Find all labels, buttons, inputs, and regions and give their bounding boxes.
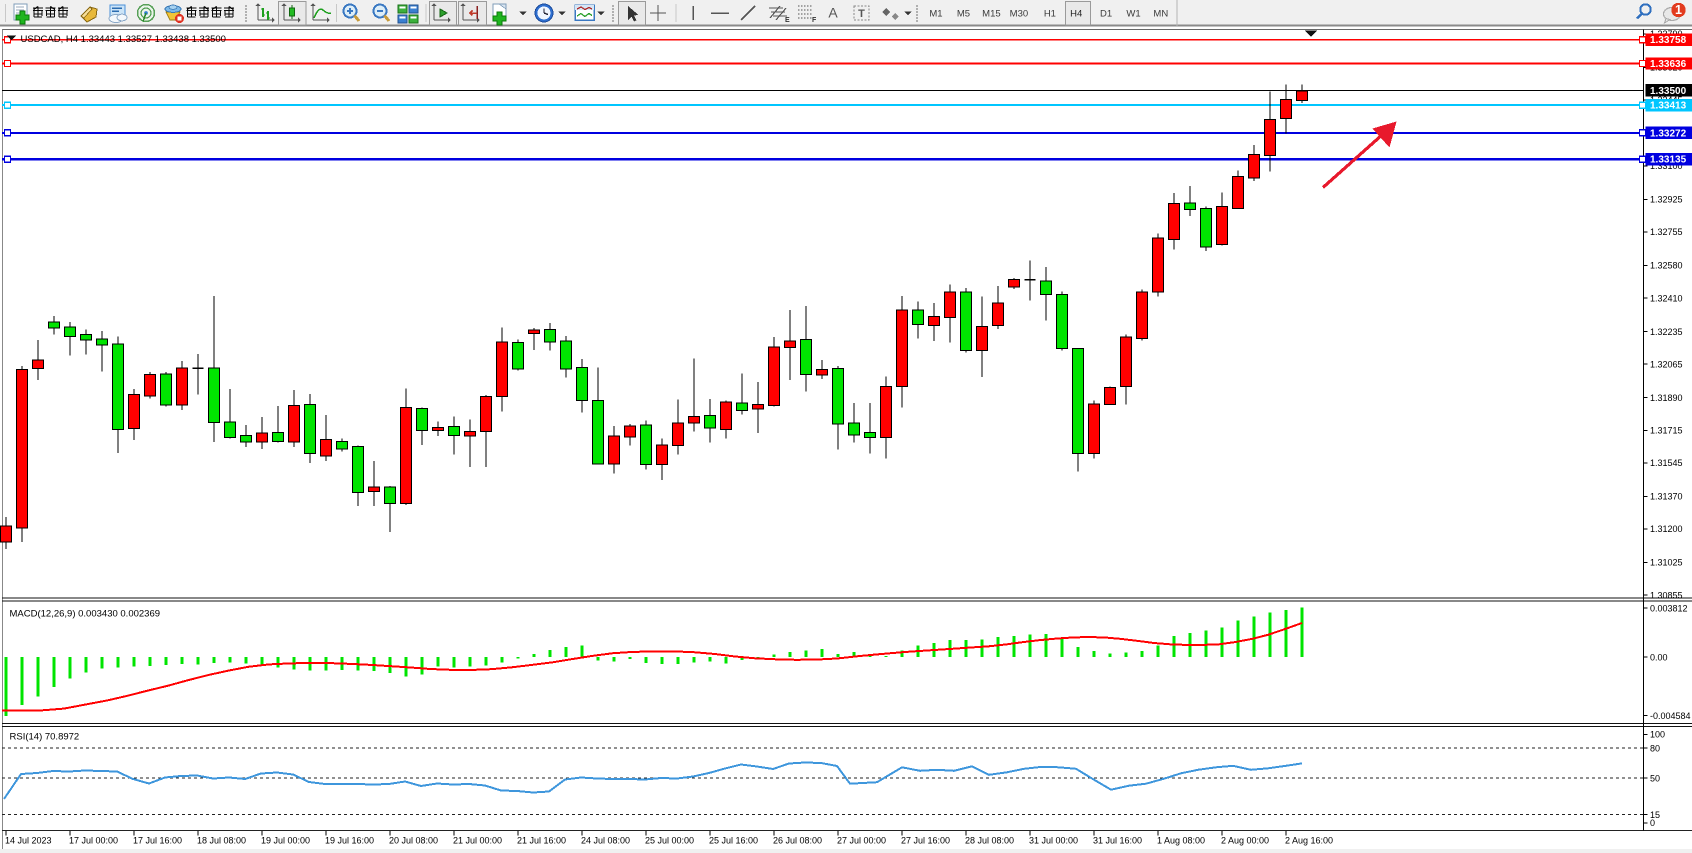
svg-text:RSI(14) 70.8972: RSI(14) 70.8972 [10,732,80,743]
svg-text:0.003812: 0.003812 [1650,603,1688,613]
svg-text:27 Jul 00:00: 27 Jul 00:00 [837,836,886,846]
svg-text:D1: D1 [1100,9,1112,20]
svg-text:100: 100 [1650,730,1665,740]
svg-text:1.31200: 1.31200 [1650,524,1683,534]
svg-text:25 Jul 00:00: 25 Jul 00:00 [645,836,694,846]
svg-text:80: 80 [1650,743,1660,753]
svg-text:21 Jul 00:00: 21 Jul 00:00 [453,836,502,846]
svg-text:H4: H4 [1070,9,1082,20]
svg-text:T: T [858,8,865,20]
svg-text:1.32580: 1.32580 [1650,261,1683,271]
svg-text:1: 1 [1675,3,1682,17]
svg-text:E: E [785,17,790,24]
svg-text:2 Aug 00:00: 2 Aug 00:00 [1221,836,1269,846]
svg-text:1.33413: 1.33413 [1650,101,1687,112]
svg-text:F: F [812,17,817,24]
svg-text:28 Jul 08:00: 28 Jul 08:00 [965,836,1014,846]
svg-text:1.33500: 1.33500 [1650,86,1687,97]
svg-text:1.32925: 1.32925 [1650,195,1683,205]
svg-text:M1: M1 [929,9,942,20]
svg-text:27 Jul 16:00: 27 Jul 16:00 [901,836,950,846]
svg-text:1.31545: 1.31545 [1650,458,1683,468]
svg-text:14 Jul 2023: 14 Jul 2023 [5,836,52,846]
svg-text:M5: M5 [957,9,970,20]
svg-text:1.33272: 1.33272 [1650,128,1687,139]
svg-text:1 Aug 08:00: 1 Aug 08:00 [1157,836,1205,846]
svg-text:31 Jul 00:00: 31 Jul 00:00 [1029,836,1078,846]
svg-text:M30: M30 [1010,9,1028,20]
svg-text:1.31715: 1.31715 [1650,426,1683,436]
svg-text:1.30855: 1.30855 [1650,590,1683,600]
svg-text:25 Jul 16:00: 25 Jul 16:00 [709,836,758,846]
svg-text:A: A [828,5,838,21]
svg-text:1.32755: 1.32755 [1650,227,1683,237]
svg-text:19 Jul 16:00: 19 Jul 16:00 [325,836,374,846]
svg-text:-0.004584: -0.004584 [1650,711,1691,721]
svg-text:18 Jul 08:00: 18 Jul 08:00 [197,836,246,846]
svg-text:MACD(12,26,9) 0.003430 0.00236: MACD(12,26,9) 0.003430 0.002369 [10,609,161,620]
svg-text:M15: M15 [982,9,1000,20]
svg-text:0: 0 [1650,818,1655,828]
svg-text:H1: H1 [1044,9,1056,20]
svg-text:1.33100: 1.33100 [1650,161,1683,171]
svg-text:15: 15 [1650,810,1660,820]
svg-text:1.31025: 1.31025 [1650,558,1683,568]
svg-text:1.31370: 1.31370 [1650,492,1683,502]
svg-text:50: 50 [1650,773,1660,783]
svg-text:19 Jul 00:00: 19 Jul 00:00 [261,836,310,846]
svg-text:31 Jul 16:00: 31 Jul 16:00 [1093,836,1142,846]
svg-text:1.32235: 1.32235 [1650,327,1683,337]
svg-text:MN: MN [1153,9,1168,20]
svg-text:1.31890: 1.31890 [1650,393,1683,403]
svg-text:17 Jul 16:00: 17 Jul 16:00 [133,836,182,846]
svg-text:17 Jul 00:00: 17 Jul 00:00 [69,836,118,846]
svg-text:W1: W1 [1126,9,1140,20]
svg-text:1.32065: 1.32065 [1650,359,1683,369]
svg-text:USDCAD, H4 1.33443 1.33527 1.: USDCAD, H4 1.33443 1.33527 1.33438 1.335… [21,34,226,45]
svg-text:26 Jul 08:00: 26 Jul 08:00 [773,836,822,846]
svg-text:2 Aug 16:00: 2 Aug 16:00 [1285,836,1333,846]
svg-text:0.00: 0.00 [1650,652,1668,662]
svg-text:1.33758: 1.33758 [1650,35,1687,46]
svg-text:24 Jul 08:00: 24 Jul 08:00 [581,836,630,846]
svg-text:21 Jul 16:00: 21 Jul 16:00 [517,836,566,846]
svg-text:1.33135: 1.33135 [1650,155,1687,166]
svg-text:1.33636: 1.33636 [1650,59,1687,70]
svg-text:20 Jul 08:00: 20 Jul 08:00 [389,836,438,846]
svg-text:1.32410: 1.32410 [1650,293,1683,303]
